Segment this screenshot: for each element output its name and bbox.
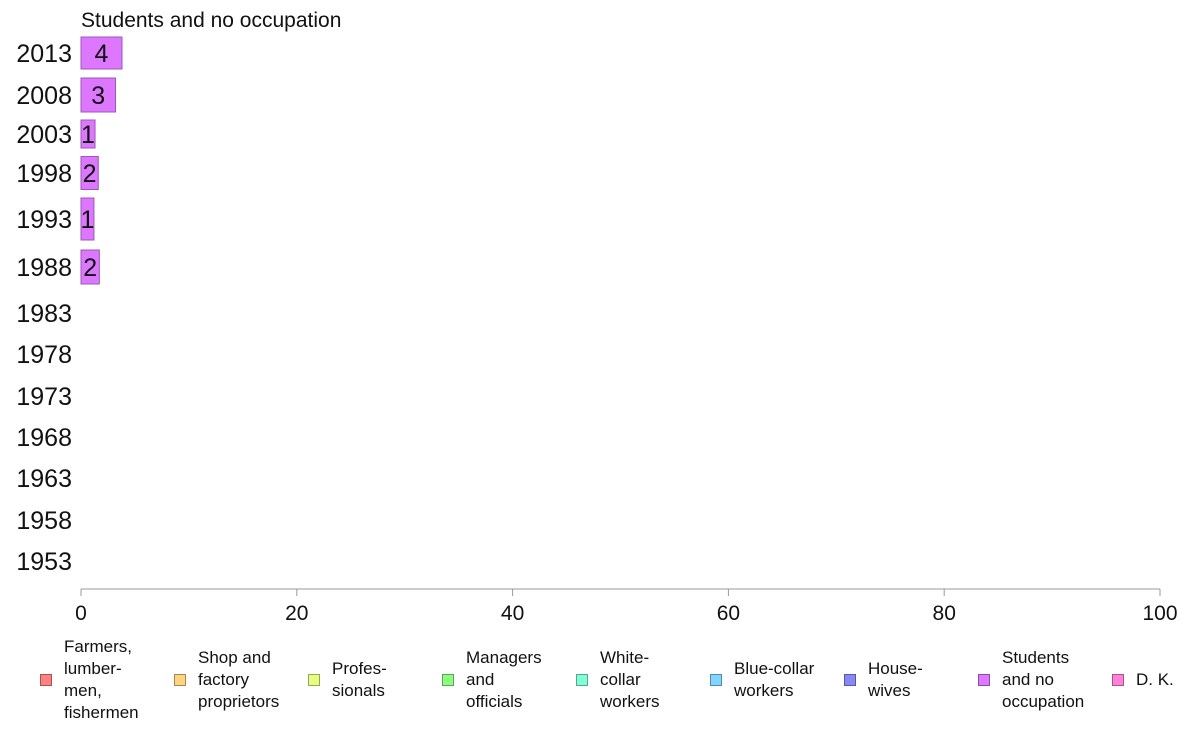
x-tick-label: 20 (285, 602, 308, 625)
y-tick-label: 1968 (16, 424, 72, 452)
y-tick-label: 1973 (16, 383, 72, 411)
data-label: 1 (81, 121, 95, 149)
legend-swatch (1112, 674, 1124, 686)
y-tick-label: 1988 (16, 254, 72, 282)
data-label: 2 (83, 160, 97, 188)
bar (80, 77, 117, 113)
legend-swatch (442, 674, 454, 686)
bar-chart: Students and no occupation 2013 4 2008 3 2003… (16, 9, 1177, 625)
bar (80, 119, 96, 149)
legend-item: Blue-collar workers (710, 658, 814, 702)
legend-label: D. K. (1136, 670, 1174, 689)
legend-swatch (40, 674, 52, 686)
y-tick-label: 1978 (16, 341, 72, 369)
chart-title: Students and no occupation (81, 9, 341, 32)
legend-label: Shop and factory proprietors (198, 648, 280, 711)
legend-swatch (710, 674, 722, 686)
data-label: 3 (91, 82, 105, 110)
bar (80, 156, 99, 190)
x-tick-label: 0 (75, 602, 87, 625)
legend-swatch (576, 674, 588, 686)
legend-swatch (308, 674, 320, 686)
legend-swatch (174, 674, 186, 686)
legend-item: White- collar workers (576, 647, 660, 713)
y-tick-label: 1998 (16, 160, 72, 188)
y-tick-label: 1953 (16, 548, 72, 576)
y-tick-label: 1963 (16, 465, 72, 493)
legend-label: Students and no occupation (1002, 648, 1085, 711)
y-tick-label: 2013 (16, 40, 72, 68)
x-tick-label: 100 (1142, 602, 1177, 625)
data-label: 2 (83, 254, 97, 282)
legend-item: Profes- sionals (308, 658, 387, 702)
legend-item: Students and no occupation (978, 647, 1084, 713)
x-tick-label: 60 (717, 602, 740, 625)
y-tick-label: 2003 (16, 121, 72, 149)
legend-label: Farmers, lumber- men, fishermen (64, 637, 139, 722)
bar (80, 36, 123, 70)
y-tick-label: 2008 (16, 82, 72, 110)
legend-swatch (844, 674, 856, 686)
legend-label: Profes- sionals (332, 659, 387, 700)
legend-swatch (978, 674, 990, 686)
x-tick-label: 40 (501, 602, 524, 625)
legend-label: Managers and officials (466, 648, 542, 711)
y-tick-label: 1983 (16, 300, 72, 328)
x-tick-label: 80 (933, 602, 956, 625)
legend-item: House- wives (844, 658, 923, 702)
bar (80, 249, 100, 285)
legend: Farmers, lumber- men, fishermen Shop and … (0, 637, 1188, 730)
data-label: 1 (81, 206, 95, 234)
legend-item: D. K. (1112, 669, 1174, 691)
data-label: 4 (95, 40, 109, 68)
legend-item: Managers and officials (442, 647, 542, 713)
legend-label: Blue-collar workers (734, 659, 815, 700)
y-tick-label: 1958 (16, 507, 72, 535)
legend-label: House- wives (868, 659, 923, 700)
y-tick-label: 1993 (16, 206, 72, 234)
bar (80, 197, 95, 241)
legend-item: Farmers, lumber- men, fishermen (40, 636, 139, 724)
legend-item: Shop and factory proprietors (174, 647, 279, 713)
legend-label: White- collar workers (600, 648, 660, 711)
